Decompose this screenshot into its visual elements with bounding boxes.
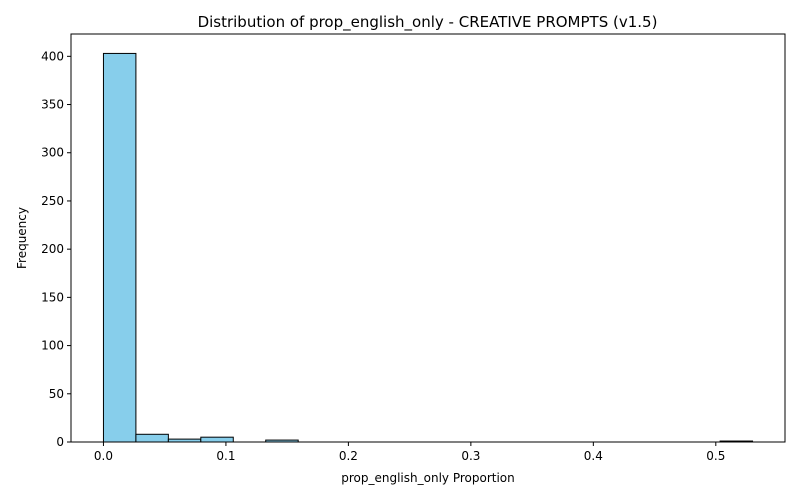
x-tick-label: 0.3 — [461, 449, 480, 463]
histogram-bar — [102, 52, 137, 443]
y-axis-label: Frequency — [15, 207, 29, 269]
y-tick-label: 300 — [41, 146, 64, 160]
y-tick-label: 150 — [41, 290, 64, 304]
histogram-bar — [200, 436, 234, 443]
x-axis-ticks: 0.0 0.1 0.2 0.3 0.4 0.5 — [94, 442, 725, 463]
y-tick-label: 100 — [41, 339, 64, 353]
x-tick-label: 0.2 — [339, 449, 358, 463]
x-tick-label: 0.5 — [706, 449, 725, 463]
y-tick-label: 400 — [41, 49, 64, 63]
y-tick-label: 200 — [41, 242, 64, 256]
y-axis-ticks: 0 50 100 150 200 250 300 350 400 — [41, 49, 71, 449]
x-tick-label: 0.1 — [216, 449, 235, 463]
y-tick-label: 0 — [56, 435, 64, 449]
x-tick-label: 0.4 — [584, 449, 603, 463]
chart-title: Distribution of prop_english_only - CREA… — [198, 13, 658, 32]
y-tick-label: 250 — [41, 194, 64, 208]
y-tick-label: 350 — [41, 98, 64, 112]
x-axis-label: prop_english_only Proportion — [341, 471, 515, 485]
y-tick-label: 50 — [49, 387, 64, 401]
bars-group — [102, 52, 754, 443]
x-tick-label: 0.0 — [94, 449, 113, 463]
histogram-bar — [135, 433, 169, 443]
plot-frame — [70, 33, 786, 443]
